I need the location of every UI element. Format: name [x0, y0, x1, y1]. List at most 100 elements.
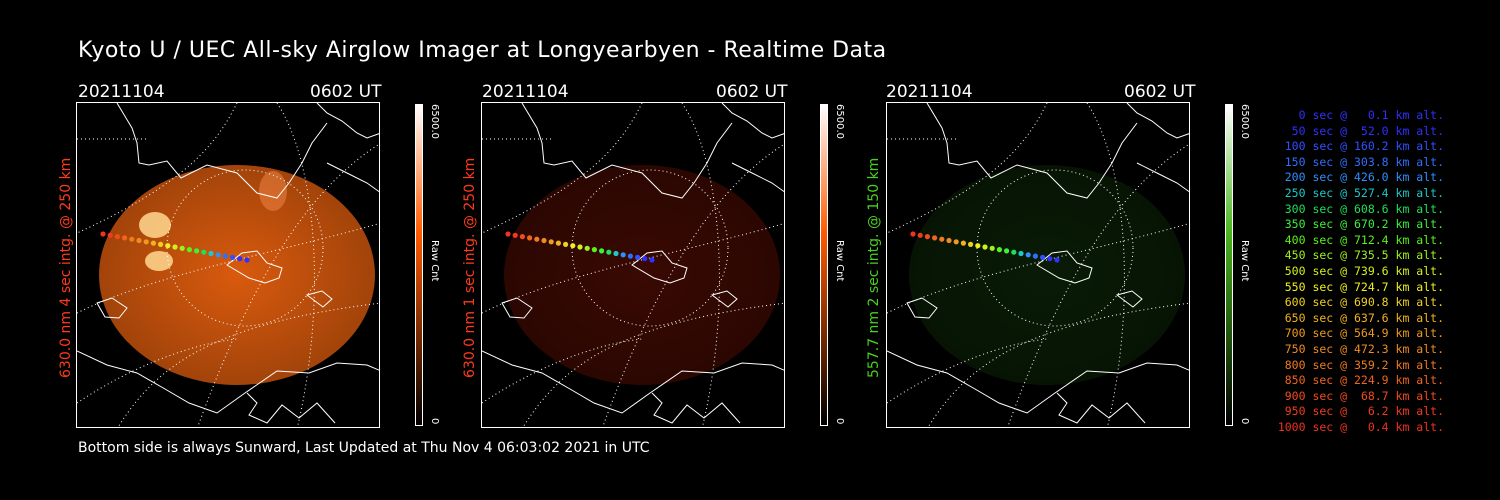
trajectory-point	[996, 247, 1002, 253]
legend-row: 200 sec @ 426.0 km alt.	[1284, 170, 1444, 185]
legend-row: 50 sec @ 52.0 km alt.	[1284, 123, 1444, 138]
allsky-glow	[99, 165, 375, 385]
trajectory-point	[953, 239, 959, 245]
allsky-glow	[504, 165, 780, 385]
colorbar	[820, 104, 828, 426]
legend-row: 600 sec @ 690.8 km alt.	[1284, 295, 1444, 310]
legend-row: 500 sec @ 739.6 km alt.	[1284, 263, 1444, 278]
trajectory-point	[519, 234, 525, 240]
legend-row: 350 sec @ 670.2 km alt.	[1284, 217, 1444, 232]
trajectory-point	[968, 241, 974, 247]
legend-row: 850 sec @ 224.9 km alt.	[1284, 373, 1444, 388]
trajectory-point	[1040, 254, 1046, 260]
grid-line	[927, 302, 1189, 427]
trajectory-point	[946, 237, 952, 244]
trajectory-point	[584, 245, 590, 251]
trajectory-point	[620, 252, 626, 258]
trajectory-point	[649, 257, 655, 263]
legend-row: 150 sec @ 303.8 km alt.	[1284, 154, 1444, 169]
trajectory-point	[122, 235, 128, 241]
coastline	[501, 297, 533, 319]
coastline	[721, 103, 784, 139]
grid-line	[482, 103, 643, 234]
coastline	[246, 392, 336, 424]
coastline	[96, 297, 128, 319]
trajectory-point	[527, 235, 533, 241]
grid-line	[197, 143, 379, 427]
aurora-patch	[259, 171, 287, 211]
coastline	[731, 162, 784, 193]
grid-line	[522, 302, 784, 427]
trajectory-point	[1025, 252, 1031, 258]
legend-row: 650 sec @ 637.6 km alt.	[1284, 310, 1444, 325]
panel-date: 20211104	[78, 82, 165, 102]
trajectory-point	[165, 243, 171, 249]
allsky-map	[887, 103, 1189, 427]
trajectory-point	[570, 243, 576, 249]
colorbar-unit: Raw Cnt	[1239, 240, 1250, 282]
legend-row: 450 sec @ 735.5 km alt.	[1284, 248, 1444, 263]
panel-date: 20211104	[886, 82, 973, 102]
coastline	[305, 290, 333, 308]
coastline	[926, 103, 1138, 199]
coastline	[1126, 103, 1189, 139]
colorbar-min: 0	[834, 418, 845, 425]
colorbar-max: 6500.0	[834, 104, 845, 139]
legend-row: 750 sec @ 472.3 km alt.	[1284, 341, 1444, 356]
colorbar-max: 6500.0	[1239, 104, 1250, 139]
trajectory-point	[917, 232, 923, 238]
coastline	[77, 350, 379, 414]
trajectory-point	[1011, 249, 1017, 255]
colorbar-min: 0	[429, 418, 440, 425]
coastline	[1036, 250, 1093, 284]
trajectory-point	[989, 245, 995, 251]
trajectory-point	[548, 239, 554, 245]
legend-row: 950 sec @ 6.2 km alt.	[1284, 404, 1444, 419]
coastline	[887, 350, 1189, 414]
panel-time: 0602 UT	[310, 82, 382, 102]
trajectory-point	[627, 253, 633, 259]
grid-line	[77, 103, 238, 234]
allsky-map	[77, 103, 379, 427]
legend-row: 300 sec @ 608.6 km alt.	[1284, 201, 1444, 216]
panel-side-label: 557.7 nm 2 sec intg. @ 150 km	[866, 157, 882, 378]
trajectory-point	[599, 248, 605, 254]
coastline	[906, 297, 938, 319]
legend-row: 0 sec @ 0.1 km alt.	[1284, 108, 1444, 122]
trajectory-point	[939, 236, 945, 242]
allsky-map	[482, 103, 784, 427]
trajectory-point	[642, 256, 648, 262]
trajectory-point	[606, 249, 612, 255]
grid-line	[1007, 143, 1189, 427]
trajectory-point	[222, 253, 228, 259]
trajectory-point	[208, 250, 214, 257]
coastline	[631, 250, 688, 284]
trajectory-point	[975, 243, 981, 249]
coastline	[521, 103, 733, 199]
trajectory-point	[143, 239, 149, 245]
legend-row: 900 sec @ 68.7 km alt.	[1284, 388, 1444, 403]
coastline	[651, 392, 741, 424]
legend-row: 250 sec @ 527.4 km alt.	[1284, 185, 1444, 200]
colorbar	[1225, 104, 1233, 426]
allsky-image	[886, 102, 1190, 428]
grid-line	[117, 302, 379, 427]
trajectory-point	[244, 257, 250, 263]
trajectory-point	[158, 241, 164, 247]
grid-line	[887, 103, 1048, 234]
trajectory-point	[635, 254, 641, 260]
coastline	[1136, 162, 1189, 193]
trajectory-point	[215, 252, 221, 258]
aurora-patch	[139, 212, 171, 238]
colorbar	[415, 104, 423, 426]
trajectory-point	[179, 245, 185, 251]
trajectory-point	[960, 240, 966, 246]
colorbar-min: 0	[1239, 418, 1250, 425]
grid-line	[1086, 103, 1125, 427]
page-title: Kyoto U / UEC All-sky Airglow Imager at …	[78, 38, 887, 63]
coastline	[316, 103, 379, 139]
colorbar-max: 6500.0	[429, 104, 440, 139]
legend-row: 700 sec @ 564.9 km alt.	[1284, 326, 1444, 341]
panel-time: 0602 UT	[716, 82, 788, 102]
coastline	[482, 350, 784, 414]
